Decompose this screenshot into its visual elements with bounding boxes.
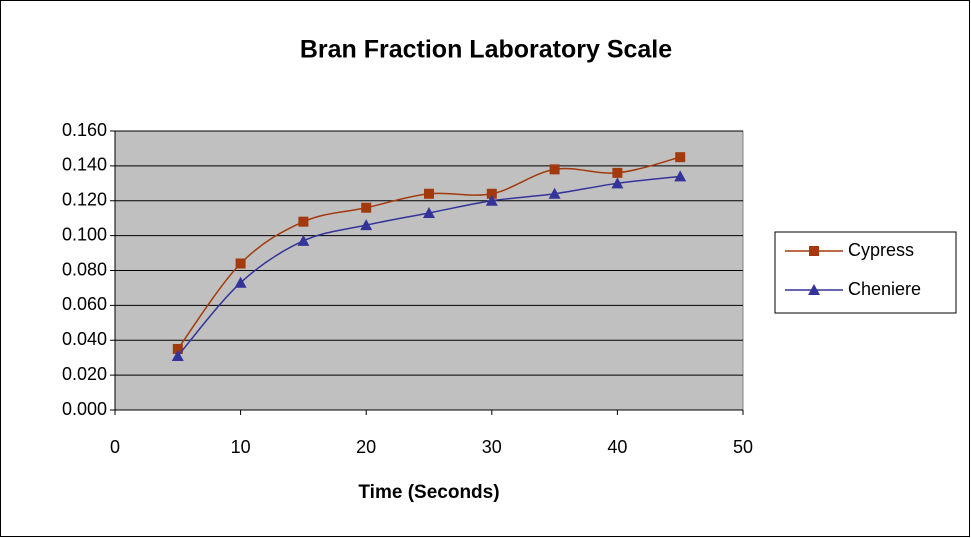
y-tick-label: 0.000 [62, 399, 107, 419]
marker [486, 188, 497, 199]
x-axis-label: Time (Seconds) [358, 482, 499, 503]
legend-box [774, 231, 957, 314]
y-tick-label: 0.120 [62, 190, 107, 210]
x-tick-label: 20 [356, 437, 376, 457]
marker [674, 170, 687, 182]
marker [361, 202, 372, 213]
chart-title: Bran Fraction Laboratory Scale [300, 36, 672, 64]
marker [675, 152, 686, 163]
y-tick-label: 0.100 [62, 224, 107, 244]
y-tick-label: 0.140 [62, 155, 107, 175]
x-tick-label: 0 [110, 437, 120, 457]
series-line [177, 175, 681, 357]
y-tick-label: 0.160 [62, 120, 107, 140]
legend-marker [808, 284, 820, 295]
x-tick-label: 40 [607, 437, 627, 457]
marker [235, 258, 246, 269]
marker [297, 234, 310, 246]
x-tick-label: 30 [482, 437, 502, 457]
y-tick-label: 0.040 [62, 329, 107, 349]
marker [485, 194, 498, 206]
y-tick-label: 0.020 [62, 364, 107, 384]
marker [423, 206, 435, 218]
legend-marker [809, 246, 819, 256]
x-tick-label: 50 [733, 437, 753, 457]
legend-label: Cheniere [848, 279, 921, 299]
marker [172, 343, 183, 354]
marker [234, 276, 247, 288]
y-tick-label: 0.080 [62, 259, 107, 279]
marker [611, 177, 624, 189]
marker [549, 164, 560, 175]
y-tick-label: 0.060 [62, 294, 107, 314]
marker [612, 167, 623, 178]
legend-label: Cypress [848, 240, 914, 260]
marker [171, 349, 184, 361]
marker [548, 187, 561, 199]
marker [360, 219, 373, 231]
x-tick-label: 10 [231, 437, 251, 457]
marker [424, 188, 434, 199]
marker [298, 216, 309, 227]
